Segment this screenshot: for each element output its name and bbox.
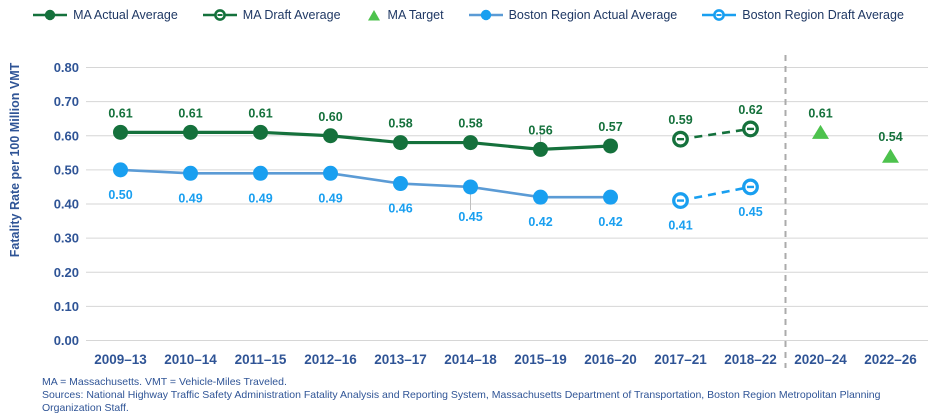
series-line — [120, 130, 611, 152]
legend-item-label: MA Draft Average — [242, 8, 341, 22]
series-line — [680, 185, 751, 202]
x-tick-label: 2011–15 — [235, 352, 287, 367]
data-label: 0.61 — [248, 106, 272, 120]
series-line — [680, 127, 751, 141]
data-point-marker — [463, 179, 478, 195]
data-point-marker — [253, 124, 268, 140]
legend-item-label: Boston Region Draft Average — [742, 8, 904, 22]
data-label: 0.61 — [178, 106, 202, 120]
footnote-abbreviations: MA = Massachusetts. VMT = Vehicle-Miles … — [42, 376, 287, 388]
data-point-marker — [323, 128, 338, 144]
x-tick-label: 2022–26 — [864, 352, 917, 367]
data-point-marker — [393, 135, 408, 151]
legend-item: MA Target — [365, 7, 444, 23]
legend-item: Boston Region Draft Average — [701, 7, 904, 23]
data-label: 0.62 — [738, 103, 762, 117]
legend-item-label: Boston Region Actual Average — [508, 8, 678, 22]
x-tick-label: 2018–22 — [724, 352, 777, 367]
y-tick-label: 0.10 — [54, 299, 79, 314]
legend-item: MA Actual Average — [32, 7, 178, 23]
data-point-marker — [183, 124, 198, 140]
x-tick-label: 2013–17 — [374, 352, 427, 367]
series-line — [120, 168, 611, 199]
y-tick-label: 0.60 — [54, 128, 79, 143]
data-label: 0.45 — [738, 205, 762, 219]
legend-triangle-icon — [367, 10, 380, 21]
data-label: 0.56 — [528, 123, 552, 137]
legend-item-label: MA Target — [387, 8, 444, 22]
data-point-marker — [393, 176, 408, 192]
target-triangle-marker — [882, 148, 899, 163]
y-tick-label: 0.30 — [54, 231, 79, 246]
data-point-marker — [533, 141, 548, 157]
data-point-marker — [603, 189, 618, 205]
chart-legend: MA Actual Average MA Draft Average MA Targ… — [0, 7, 936, 23]
legend-open-circle-line-icon — [202, 9, 237, 21]
footnote-sources: Sources: National Highway Traffic Safety… — [42, 389, 881, 414]
y-tick-label: 0.00 — [54, 333, 79, 348]
data-point-marker — [533, 189, 548, 205]
data-point-marker — [183, 165, 198, 181]
data-label: 0.49 — [248, 191, 272, 205]
y-tick-label: 0.20 — [54, 265, 79, 280]
target-triangle-marker — [812, 124, 829, 139]
legend-item: MA Draft Average — [202, 7, 341, 23]
data-label: 0.54 — [878, 130, 902, 144]
data-label: 0.50 — [108, 188, 132, 202]
data-label: 0.41 — [668, 219, 692, 233]
legend-item: Boston Region Actual Average — [468, 7, 678, 23]
y-tick-label: 0.80 — [54, 60, 79, 75]
x-tick-label: 2016–20 — [584, 352, 637, 367]
x-tick-label: 2015–19 — [514, 352, 567, 367]
y-tick-label: 0.70 — [54, 94, 79, 109]
data-label: 0.49 — [178, 191, 202, 205]
x-tick-label: 2012–16 — [304, 352, 357, 367]
data-label: 0.59 — [668, 113, 692, 127]
data-label: 0.57 — [598, 120, 622, 134]
data-point-marker — [603, 138, 618, 154]
y-tick-label: 0.50 — [54, 162, 79, 177]
x-tick-label: 2010–14 — [164, 352, 217, 367]
data-point-marker — [463, 135, 478, 151]
data-label: 0.58 — [458, 117, 482, 131]
data-label: 0.61 — [108, 106, 132, 120]
x-tick-label: 2017–21 — [654, 352, 707, 367]
data-point-marker — [323, 165, 338, 181]
data-point-marker — [113, 124, 128, 140]
x-tick-label: 2009–13 — [94, 352, 147, 367]
data-label: 0.42 — [528, 215, 552, 229]
data-point-marker — [113, 162, 128, 178]
legend-line-marker-icon — [468, 9, 503, 21]
legend-open-circle-line-icon — [702, 9, 737, 21]
data-label: 0.60 — [318, 110, 342, 124]
x-tick-label: 2014–18 — [444, 352, 497, 367]
data-label: 0.45 — [458, 210, 482, 224]
data-label: 0.61 — [808, 106, 832, 120]
legend-item-label: MA Actual Average — [73, 8, 178, 22]
data-label: 0.46 — [388, 202, 412, 216]
legend-line-marker-icon — [33, 9, 68, 21]
data-label: 0.42 — [598, 215, 622, 229]
x-tick-label: 2020–24 — [794, 352, 847, 367]
data-label: 0.49 — [318, 191, 342, 205]
y-tick-label: 0.40 — [54, 197, 79, 212]
data-point-marker — [253, 165, 268, 181]
data-label: 0.58 — [388, 117, 412, 131]
